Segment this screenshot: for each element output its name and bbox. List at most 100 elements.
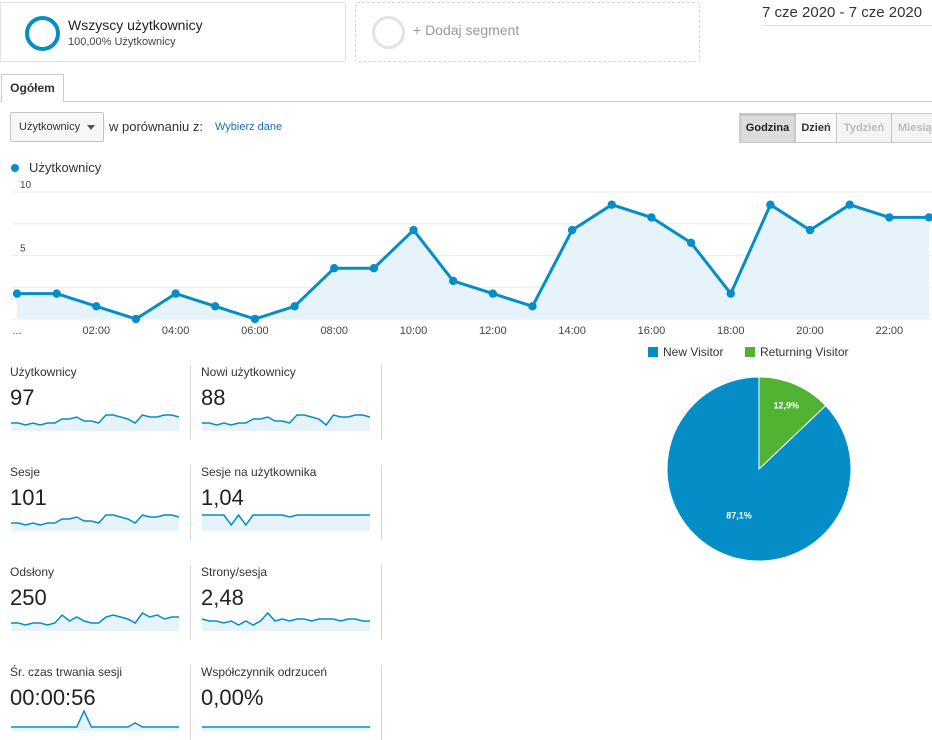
sparkline-area bbox=[11, 711, 179, 731]
y-tick-label: 10 bbox=[20, 180, 32, 191]
period-month-button[interactable]: Miesiąc bbox=[891, 113, 932, 143]
scorecard-sparkline bbox=[11, 709, 179, 731]
legend-returning-visitor-swatch bbox=[745, 347, 755, 357]
data-point bbox=[805, 225, 815, 235]
scorecard-sparkline bbox=[11, 514, 180, 531]
x-tick-label: 10:00 bbox=[400, 325, 428, 337]
data-point bbox=[647, 213, 656, 222]
data-point bbox=[845, 200, 854, 209]
pie-slice-label: 87,1% bbox=[726, 511, 752, 521]
scorecard[interactable]: Nowi użytkownicy 88 bbox=[201, 365, 381, 441]
legend-returning-visitor-label: Returning Visitor bbox=[760, 345, 849, 359]
sparkline-area bbox=[11, 415, 179, 431]
scorecard-sparkline bbox=[202, 513, 370, 531]
sparkline-line bbox=[201, 611, 370, 626]
scorecard-divider bbox=[190, 365, 191, 440]
scorecard-divider bbox=[381, 565, 382, 640]
scorecard-divider bbox=[190, 465, 191, 540]
scorecard[interactable]: Odsłony 250 bbox=[10, 565, 190, 641]
x-tick-label: 14:00 bbox=[558, 325, 586, 337]
tab-overview[interactable]: Ogółem bbox=[1, 74, 64, 102]
series-area bbox=[17, 204, 929, 319]
tab-divider bbox=[0, 101, 932, 102]
compare-label: w porównaniu z: bbox=[109, 119, 203, 134]
data-point bbox=[211, 302, 220, 311]
scorecard[interactable]: Użytkownicy 97 bbox=[10, 365, 190, 441]
x-tick-label: 20:00 bbox=[796, 325, 824, 337]
legend-returning-visitor: Returning Visitor bbox=[745, 345, 849, 359]
x-tick-label: ... bbox=[12, 325, 21, 337]
scorecard-value: 88 bbox=[201, 385, 226, 410]
choose-data-link[interactable]: Wybierz dane bbox=[215, 121, 283, 133]
sparkline-line bbox=[11, 414, 180, 426]
period-hour-button[interactable]: Godzina bbox=[739, 113, 796, 143]
sparkline-line bbox=[202, 414, 371, 427]
scorecard-sparkline bbox=[11, 612, 179, 631]
data-point bbox=[924, 213, 932, 222]
period-toggle: Godzina Dzień Tydzień Miesiąc bbox=[739, 113, 932, 143]
x-tick-label: 04:00 bbox=[162, 325, 190, 337]
legend-new-visitor: New Visitor bbox=[648, 345, 723, 359]
scorecard-divider bbox=[381, 365, 382, 440]
scorecard-value: 0,00% bbox=[201, 685, 264, 710]
scorecard-value: 1,04 bbox=[201, 485, 244, 510]
legend-new-visitor-label: New Visitor bbox=[663, 345, 724, 359]
data-point bbox=[686, 238, 696, 247]
scorecard[interactable]: Śr. czas trwania sesji 00:00:56 bbox=[10, 665, 190, 740]
metric-select[interactable]: Użytkownicy bbox=[10, 112, 104, 142]
segment-subtitle: 100,00% Użytkownicy bbox=[68, 36, 176, 48]
x-tick-label: 22:00 bbox=[876, 325, 904, 337]
data-point bbox=[290, 302, 299, 311]
sparkline-area bbox=[11, 613, 179, 631]
period-day-button[interactable]: Dzień bbox=[795, 113, 837, 143]
users-line-chart: 5 10... 02:00 04:00 06:00 08:00 10:00 12:00 14:0… bbox=[12, 180, 932, 337]
data-point bbox=[488, 289, 498, 298]
scorecard-sparkline bbox=[11, 414, 180, 431]
sparkline-line bbox=[11, 514, 180, 526]
period-week-button[interactable]: Tydzień bbox=[836, 113, 892, 143]
x-tick-label: 16:00 bbox=[638, 325, 666, 337]
data-point bbox=[330, 264, 339, 273]
segment-all-users[interactable]: Wszyscy użytkownicy 100,00% Użytkownicy bbox=[0, 2, 346, 62]
x-tick-label: 08:00 bbox=[320, 325, 348, 337]
visitor-type-pie-chart: 87,1% 12,9% bbox=[666, 376, 852, 562]
sparkline-line bbox=[11, 709, 179, 728]
data-point bbox=[52, 289, 61, 298]
data-point bbox=[528, 302, 537, 311]
scorecard[interactable]: Sesje na użytkownika 1,04 bbox=[201, 465, 381, 541]
add-segment-label: + Dodaj segment bbox=[413, 22, 520, 38]
sparkline-area bbox=[11, 515, 179, 531]
scorecard-sparkline bbox=[201, 611, 370, 631]
scorecard-label: Odsłony bbox=[10, 565, 55, 579]
sparkline-area bbox=[202, 727, 370, 731]
sparkline-line bbox=[11, 612, 179, 626]
legend-users-label: Użytkownicy bbox=[29, 160, 102, 175]
data-point bbox=[448, 276, 458, 286]
x-tick-label: 06:00 bbox=[241, 325, 269, 337]
x-tick-label: 18:00 bbox=[717, 325, 745, 337]
data-point bbox=[409, 225, 418, 235]
scorecard[interactable]: Strony/sesja 2,48 bbox=[201, 565, 381, 641]
scorecard[interactable]: Współczynnik odrzuceń 0,00% bbox=[201, 665, 381, 740]
series-line bbox=[17, 203, 929, 321]
scorecard-label: Strony/sesja bbox=[201, 565, 268, 579]
scorecard-value: 250 bbox=[10, 585, 47, 610]
scorecard-label: Użytkownicy bbox=[10, 365, 77, 379]
data-point bbox=[171, 289, 180, 298]
scorecard[interactable]: Sesje 101 bbox=[10, 465, 190, 541]
scorecard-value: 2,48 bbox=[201, 585, 244, 610]
scorecard-divider bbox=[381, 665, 382, 740]
data-point bbox=[131, 314, 141, 324]
sparkline-line bbox=[202, 513, 370, 527]
scorecard-sparkline bbox=[202, 414, 371, 431]
add-segment-button[interactable]: + Dodaj segment bbox=[355, 2, 700, 62]
data-point bbox=[92, 302, 101, 311]
sparkline-area bbox=[202, 613, 370, 631]
data-point bbox=[766, 200, 775, 209]
scorecard-label: Sesje bbox=[10, 465, 41, 479]
pie-slice-label: 12,9% bbox=[773, 401, 799, 411]
scorecard-divider bbox=[190, 665, 191, 740]
date-range-picker[interactable]: 7 cze 2020 - 7 cze 2020 bbox=[762, 4, 932, 26]
pie-slice bbox=[758, 376, 827, 471]
data-point bbox=[250, 314, 260, 324]
